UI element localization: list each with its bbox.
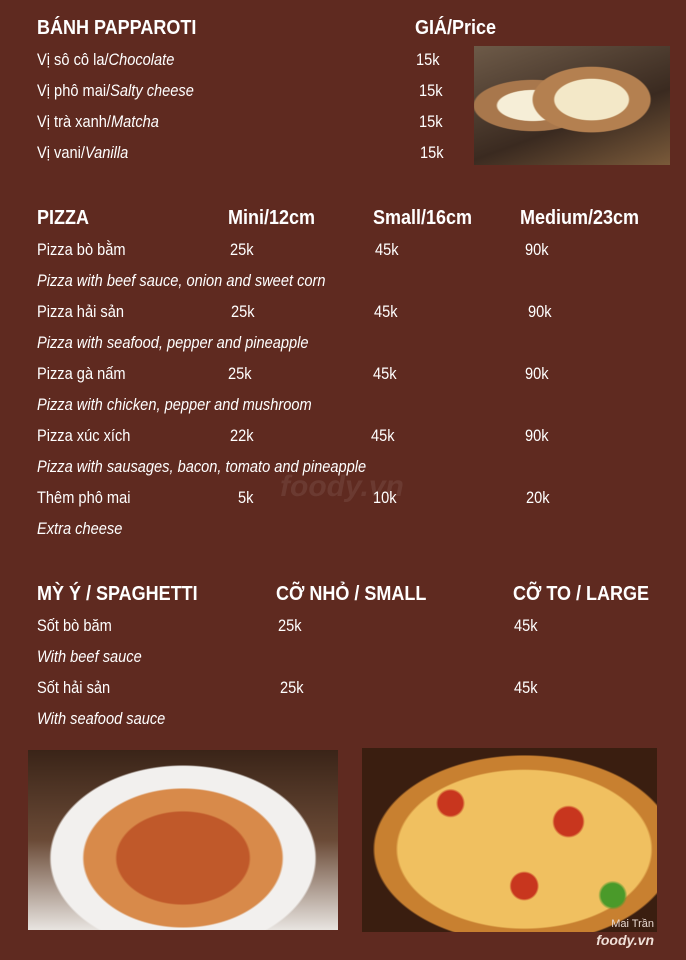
item-name-en: Matcha <box>110 112 159 131</box>
item-price: 90k <box>525 426 549 445</box>
item-name-en: Chocolate <box>108 50 175 69</box>
item-description-en: Pizza with sausages, bacon, tomato and p… <box>37 457 367 476</box>
spaghetti-title: MỲ Ý / SPAGHETTI <box>37 583 198 605</box>
item-price: 45k <box>374 302 398 321</box>
item-price: 5k <box>238 488 254 507</box>
item-price: 90k <box>525 364 549 383</box>
watermark-user: Mai Trần <box>611 918 654 930</box>
list-item: Vị trà xanh/Matcha <box>37 112 159 132</box>
pizza-photo <box>362 748 657 932</box>
item-name-en: Salty cheese <box>110 81 194 100</box>
item-name-vi: Vị vani/ <box>37 143 85 162</box>
item-price: 22k <box>230 426 254 445</box>
watermark-brand: foody.vn <box>596 932 654 948</box>
item-description-en: With beef sauce <box>37 647 142 666</box>
item-name-vi: Thêm phô mai <box>37 488 131 507</box>
item-description-en: Extra cheese <box>37 519 123 538</box>
pizza-title: PIZZA <box>37 207 90 229</box>
list-item: Vị phô mai/Salty cheese <box>37 81 194 101</box>
list-item: Vị vani/Vanilla <box>37 143 128 163</box>
item-description-en: Pizza with beef sauce, onion and sweet c… <box>37 271 326 290</box>
item-price: 25k <box>280 678 304 697</box>
item-price: 25k <box>231 302 255 321</box>
spaghetti-col-large: CỠ TO / LARGE <box>513 583 650 605</box>
item-name-vi: Pizza hải sản <box>37 302 124 321</box>
item-price: 45k <box>371 426 395 445</box>
spaghetti-col-small: CỠ NHỎ / SMALL <box>276 583 427 605</box>
item-price: 15k <box>420 143 444 162</box>
pizza-col-small: Small/16cm <box>373 207 473 229</box>
item-price: 15k <box>416 50 440 69</box>
papparoti-bun-photo <box>474 46 670 165</box>
list-item: Vị sô cô la/Chocolate <box>37 50 174 70</box>
item-price: 10k <box>373 488 397 507</box>
price-header: GIÁ/Price <box>415 17 497 39</box>
item-price: 45k <box>373 364 397 383</box>
item-price: 90k <box>528 302 552 321</box>
item-name-vi: Pizza xúc xích <box>37 426 131 445</box>
item-price: 25k <box>230 240 254 259</box>
item-name-vi: Sốt bò băm <box>37 616 112 635</box>
item-price: 25k <box>228 364 252 383</box>
item-name-vi: Sốt hải sản <box>37 678 111 697</box>
item-name-vi: Pizza gà nấm <box>37 364 126 383</box>
papparoti-title: BÁNH PAPPAROTI <box>37 17 197 39</box>
pizza-col-medium: Medium/23cm <box>520 207 640 229</box>
item-description-en: With seafood sauce <box>37 709 166 728</box>
item-price: 20k <box>526 488 550 507</box>
item-description-en: Pizza with chicken, pepper and mushroom <box>37 395 312 414</box>
item-name-vi: Pizza bò bằm <box>37 240 126 259</box>
item-name-vi: Vị phô mai/ <box>37 81 111 100</box>
item-name-vi: Vị trà xanh/ <box>37 112 111 131</box>
item-price: 25k <box>278 616 302 635</box>
foody-watermark: foody.vn <box>280 470 404 503</box>
item-name-en: Vanilla <box>84 143 129 162</box>
item-price: 15k <box>419 112 443 131</box>
spaghetti-photo <box>28 750 338 930</box>
item-description-en: Pizza with seafood, pepper and pineapple <box>37 333 309 352</box>
item-price: 45k <box>514 678 538 697</box>
pizza-col-mini: Mini/12cm <box>228 207 316 229</box>
item-price: 45k <box>375 240 399 259</box>
item-name-vi: Vị sô cô la/ <box>37 50 109 69</box>
item-price: 15k <box>419 81 443 100</box>
item-price: 90k <box>525 240 549 259</box>
item-price: 45k <box>514 616 538 635</box>
